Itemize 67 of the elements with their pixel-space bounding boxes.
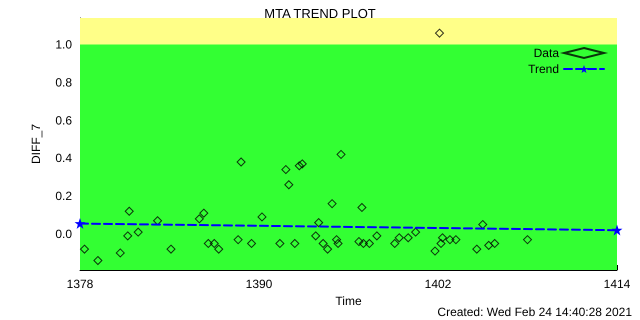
point xyxy=(358,238,368,248)
point xyxy=(281,165,290,174)
point xyxy=(332,235,342,244)
legend-label: Data xyxy=(534,46,560,60)
y-tick-label: 0.8 xyxy=(55,75,72,90)
point xyxy=(472,244,482,254)
point xyxy=(314,218,324,228)
point xyxy=(311,231,320,240)
point xyxy=(357,202,366,212)
point xyxy=(247,238,256,248)
point xyxy=(394,233,404,242)
point xyxy=(411,228,420,237)
x-tick-label: 1402 xyxy=(424,277,452,291)
point xyxy=(523,235,532,244)
point xyxy=(284,180,294,190)
y-tick-label: 0.0 xyxy=(55,227,72,241)
point xyxy=(204,238,213,248)
point xyxy=(80,244,89,254)
point xyxy=(166,244,176,254)
y-tick-label: 1.0 xyxy=(55,38,72,52)
point xyxy=(323,244,332,254)
point xyxy=(290,238,300,248)
point xyxy=(298,159,307,168)
point xyxy=(234,235,243,244)
point xyxy=(390,238,400,248)
point xyxy=(93,256,102,266)
y-axis-title: DIFF_7 xyxy=(29,124,43,164)
point xyxy=(434,28,444,38)
point xyxy=(334,238,343,248)
point xyxy=(134,228,143,237)
x-tick-label: 1414 xyxy=(604,277,631,291)
point xyxy=(430,246,440,256)
point xyxy=(294,161,304,170)
point xyxy=(445,235,454,244)
point xyxy=(484,240,494,250)
point xyxy=(214,244,224,254)
point xyxy=(236,158,246,166)
point xyxy=(336,150,346,159)
y-tick-label: 0.2 xyxy=(55,189,72,204)
legend-label: Trend xyxy=(528,62,559,76)
chart-title: MTA TREND PLOT xyxy=(264,6,376,21)
point xyxy=(257,212,266,222)
point xyxy=(404,233,413,242)
point xyxy=(318,238,328,248)
point xyxy=(490,238,500,248)
y-tick-label: 0.4 xyxy=(55,151,72,166)
x-axis-title: Time xyxy=(335,294,362,308)
y-tick-label: 0.6 xyxy=(55,113,72,128)
point xyxy=(436,238,446,248)
point xyxy=(124,206,134,216)
x-tick-label: 1378 xyxy=(66,277,94,291)
point xyxy=(194,214,204,224)
point xyxy=(612,226,622,235)
point xyxy=(275,238,284,248)
point xyxy=(364,238,374,248)
point xyxy=(438,233,447,242)
point xyxy=(199,208,208,218)
point xyxy=(354,237,364,246)
text: Created: Wed Feb 24 14:40:28 2021 xyxy=(437,305,632,319)
x-tick-label: 1390 xyxy=(246,277,273,291)
point xyxy=(328,199,337,208)
point xyxy=(451,235,460,244)
point xyxy=(372,231,382,240)
point xyxy=(123,231,132,240)
point xyxy=(116,248,125,258)
point xyxy=(210,238,219,248)
point xyxy=(76,219,84,228)
